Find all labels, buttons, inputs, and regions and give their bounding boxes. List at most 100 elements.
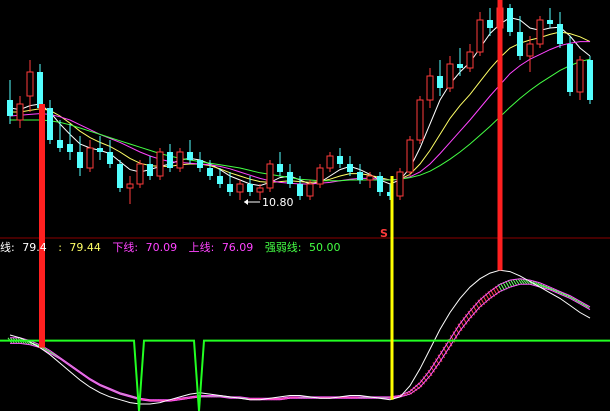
band-hatch (537, 282, 543, 288)
band-hatch (560, 292, 565, 296)
candle-body (7, 100, 13, 116)
candle-body (97, 148, 103, 152)
band-hatch (455, 327, 460, 335)
candle-body (446, 63, 454, 89)
band-hatch (520, 278, 525, 285)
candle-body (306, 183, 314, 197)
annotations: 10.80 S (244, 196, 388, 240)
band-hatch (440, 350, 445, 359)
candle-body (377, 176, 383, 192)
band-hatch (550, 287, 555, 292)
ma-line-yellow (10, 31, 591, 183)
band-hatch (547, 286, 553, 291)
band-hatch (452, 331, 458, 339)
candle-body (217, 176, 223, 184)
band-hatch (432, 362, 438, 370)
candle-body (287, 172, 293, 184)
candle-body (236, 183, 244, 193)
legend-item-yellow: : 79.44 (58, 241, 101, 254)
candle-body (277, 164, 283, 172)
band-hatch (500, 283, 505, 291)
candle-body (136, 163, 144, 185)
candle-body (167, 152, 173, 168)
candle-body (366, 175, 374, 181)
candle-body (567, 44, 573, 92)
band-hatch (35, 343, 40, 348)
candle-body (326, 155, 334, 169)
candle-body (297, 184, 303, 196)
band-hatch (585, 305, 590, 309)
candle-body (156, 151, 164, 177)
band-hatch (437, 354, 443, 362)
candle-body (406, 139, 414, 173)
price-panel (7, 4, 593, 204)
candle-body (337, 156, 343, 164)
ma-line-magenta (9, 41, 590, 185)
candle-body (507, 8, 513, 32)
band-hatch (512, 279, 518, 286)
candle-body (396, 171, 404, 197)
low-arrowhead (244, 199, 248, 205)
candle-body (266, 163, 274, 189)
candle-body (557, 24, 563, 44)
candle-body (437, 76, 443, 88)
candle-body (86, 147, 94, 169)
candle-body (426, 75, 434, 101)
band-hatch (442, 346, 448, 355)
band-hatch (562, 293, 568, 297)
band-hatch (430, 366, 435, 373)
band-hatch (502, 281, 508, 290)
band-hatch (505, 280, 510, 289)
candle-body (227, 184, 233, 192)
signal-marker-s: S (380, 227, 388, 240)
candle-body (176, 151, 184, 169)
band-hatch (522, 279, 528, 285)
band-hatch (535, 281, 540, 287)
band-hatch (555, 289, 560, 294)
candle-body (26, 71, 34, 97)
candle-body (517, 32, 523, 56)
candle-body (316, 167, 324, 185)
candle-body (256, 187, 264, 193)
signal-bars (39, 0, 503, 400)
candle-body (37, 72, 43, 108)
candle-body (466, 51, 474, 69)
candle-body (67, 144, 73, 152)
legend-item-lower: 下线: 70.09 (112, 241, 178, 254)
band-hatch (557, 290, 563, 295)
candle-body (247, 184, 253, 192)
candle-body (16, 103, 24, 121)
band-hatch (540, 283, 545, 289)
band-hatch (545, 285, 550, 290)
lower-band-line (10, 283, 591, 402)
band-hatch (510, 279, 515, 287)
candle-body (107, 152, 113, 164)
strength-line (0, 339, 610, 411)
indicator-main-line (9, 269, 591, 405)
candle-body (57, 140, 63, 148)
candle-body (47, 108, 53, 140)
candle-body (126, 183, 134, 189)
candle-body (576, 59, 584, 93)
legend-item-white: 线: 79.4 (0, 241, 47, 254)
ma-line-green (10, 58, 591, 182)
candle-body (387, 192, 393, 196)
band-hatch (435, 358, 440, 366)
ma-line-white (9, 17, 591, 187)
candle-body (476, 19, 484, 53)
low-price-label: 10.80 (262, 196, 294, 209)
candle-body (587, 60, 593, 100)
candle-body (487, 20, 493, 28)
candle-body (547, 20, 553, 24)
candle-body (187, 152, 193, 160)
candle-body (207, 168, 213, 176)
candle-body (416, 99, 424, 141)
candle-body (347, 164, 353, 172)
legend-item-upper: 上线: 76.09 (188, 241, 254, 254)
candle-body (197, 160, 203, 168)
band-hatch (552, 288, 558, 293)
candle-body (526, 43, 534, 57)
indicator-legend: 线: 79.4 : 79.44 下线: 70.09 上线: 76.09 强弱线:… (0, 240, 349, 256)
band-hatch (445, 342, 450, 351)
candle-body (77, 152, 83, 168)
